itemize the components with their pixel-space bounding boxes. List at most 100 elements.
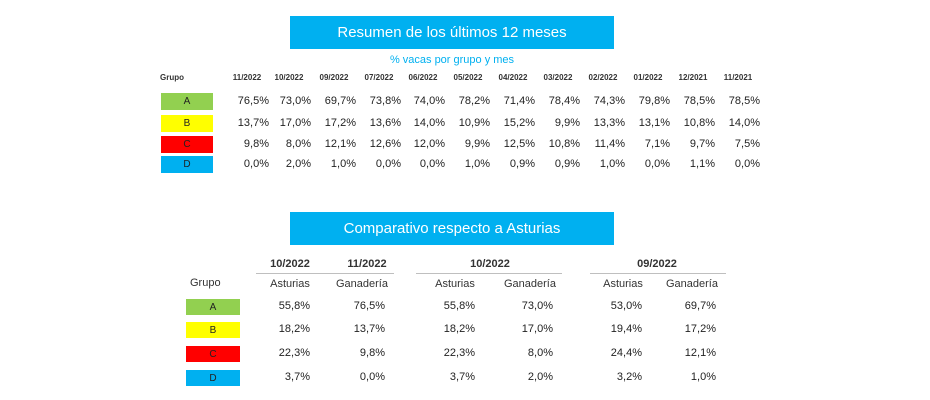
comparison-group-header: Grupo <box>190 277 221 289</box>
summary-cell: 9,9% <box>554 117 580 129</box>
header-divider <box>416 273 562 274</box>
comparison-cell: 1,0% <box>690 371 716 383</box>
comparison-cell: 9,8% <box>359 347 385 359</box>
comparison-col-header: Asturias <box>603 278 643 290</box>
comparison-cell: 8,0% <box>527 347 553 359</box>
comparison-cell: 3,2% <box>616 371 642 383</box>
summary-cell: 8,0% <box>285 138 311 150</box>
summary-cell: 74,0% <box>413 95 445 107</box>
comparison-cell: 17,0% <box>521 323 553 335</box>
summary-cell: 1,0% <box>464 158 490 170</box>
summary-cell: 11,4% <box>594 138 625 150</box>
summary-subtitle: % vacas por grupo y mes <box>389 54 515 66</box>
comparison-cell: 19,4% <box>610 323 642 335</box>
comparison-cell: 22,3% <box>443 347 475 359</box>
header-divider <box>256 273 394 274</box>
comparison-cell: 12,1% <box>684 347 716 359</box>
summary-cell: 73,0% <box>279 95 311 107</box>
comparison-col-header: Ganadería <box>504 278 556 290</box>
summary-cell: 1,0% <box>599 158 625 170</box>
comparison-col-header: Ganadería <box>666 278 718 290</box>
summary-cell: 78,5% <box>683 95 715 107</box>
summary-cell: 69,7% <box>324 95 356 107</box>
summary-month-header: 11/2021 <box>723 73 753 82</box>
comparison-cell: 17,2% <box>684 323 716 335</box>
summary-cell: 0,9% <box>509 158 535 170</box>
summary-cell: 17,2% <box>324 117 356 129</box>
summary-cell: 9,9% <box>464 138 490 150</box>
comparison-cell: 73,0% <box>521 300 553 312</box>
comparison-cell: 76,5% <box>353 300 385 312</box>
comparison-cell: 0,0% <box>359 371 385 383</box>
comparison-cell: 55,8% <box>443 300 475 312</box>
comparison-badge-c: C <box>186 346 240 362</box>
comparison-badge-a: A <box>186 299 240 315</box>
comparison-cell: 18,2% <box>278 323 310 335</box>
summary-cell: 0,9% <box>554 158 580 170</box>
summary-cell: 7,5% <box>734 138 760 150</box>
summary-cell: 10,8% <box>548 138 580 150</box>
summary-cell: 78,4% <box>548 95 580 107</box>
summary-group-header: Grupo <box>160 73 184 82</box>
group-badge-a: A <box>161 93 213 110</box>
summary-cell: 0,0% <box>375 158 401 170</box>
comparison-cell: 55,8% <box>278 300 310 312</box>
summary-cell: 1,0% <box>330 158 356 170</box>
comparison-date-header: 10/2022 <box>270 258 310 270</box>
group-badge-d: D <box>161 156 213 173</box>
summary-month-header: 05/2022 <box>453 73 483 82</box>
comparison-badge-b: B <box>186 322 240 338</box>
summary-cell: 0,0% <box>419 158 445 170</box>
summary-month-header: 04/2022 <box>498 73 528 82</box>
summary-cell: 78,2% <box>458 95 490 107</box>
summary-cell: 17,0% <box>279 117 311 129</box>
comparison-cell: 22,3% <box>278 347 310 359</box>
summary-month-header: 09/2022 <box>319 73 349 82</box>
comparison-col-header: Ganadería <box>336 278 388 290</box>
summary-month-header: 10/2022 <box>274 73 304 82</box>
summary-cell: 12,6% <box>369 138 401 150</box>
summary-cell: 13,1% <box>638 117 670 129</box>
summary-month-header: 11/2022 <box>232 73 262 82</box>
summary-cell: 73,8% <box>369 95 401 107</box>
summary-cell: 78,5% <box>728 95 760 107</box>
comparison-col-header: Asturias <box>435 278 475 290</box>
summary-cell: 9,7% <box>689 138 715 150</box>
summary-cell: 0,0% <box>734 158 760 170</box>
comparison-cell: 13,7% <box>353 323 385 335</box>
summary-cell: 10,9% <box>458 117 490 129</box>
summary-cell: 1,1% <box>689 158 715 170</box>
summary-cell: 74,3% <box>593 95 625 107</box>
comparison-col-header: Asturias <box>270 278 310 290</box>
summary-month-header: 07/2022 <box>364 73 394 82</box>
summary-month-header: 01/2022 <box>633 73 663 82</box>
summary-title: Resumen de los últimos 12 meses <box>337 24 567 41</box>
comparison-title-banner: Comparativo respecto a Asturias <box>290 212 614 245</box>
summary-cell: 13,7% <box>237 117 269 129</box>
comparison-date-header: 10/2022 <box>470 258 510 270</box>
comparison-cell: 18,2% <box>443 323 475 335</box>
header-divider <box>590 273 726 274</box>
summary-cell: 12,1% <box>324 138 356 150</box>
comparison-cell: 2,0% <box>527 371 553 383</box>
comparison-cell: 53,0% <box>610 300 642 312</box>
summary-cell: 79,8% <box>638 95 670 107</box>
summary-month-header: 06/2022 <box>408 73 438 82</box>
comparison-badge-d: D <box>186 370 240 386</box>
summary-cell: 71,4% <box>503 95 535 107</box>
comparison-cell: 69,7% <box>684 300 716 312</box>
summary-cell: 13,3% <box>593 117 625 129</box>
summary-cell: 2,0% <box>285 158 311 170</box>
summary-cell: 0,0% <box>644 158 670 170</box>
summary-cell: 7,1% <box>644 138 670 150</box>
summary-cell: 14,0% <box>728 117 760 129</box>
summary-cell: 76,5% <box>237 95 269 107</box>
comparison-title: Comparativo respecto a Asturias <box>343 220 561 237</box>
summary-cell: 0,0% <box>243 158 269 170</box>
summary-cell: 13,6% <box>369 117 401 129</box>
group-badge-c: C <box>161 136 213 153</box>
summary-cell: 15,2% <box>503 117 535 129</box>
summary-title-banner: Resumen de los últimos 12 meses <box>290 16 614 49</box>
summary-month-header: 03/2022 <box>543 73 573 82</box>
summary-cell: 10,8% <box>683 117 715 129</box>
